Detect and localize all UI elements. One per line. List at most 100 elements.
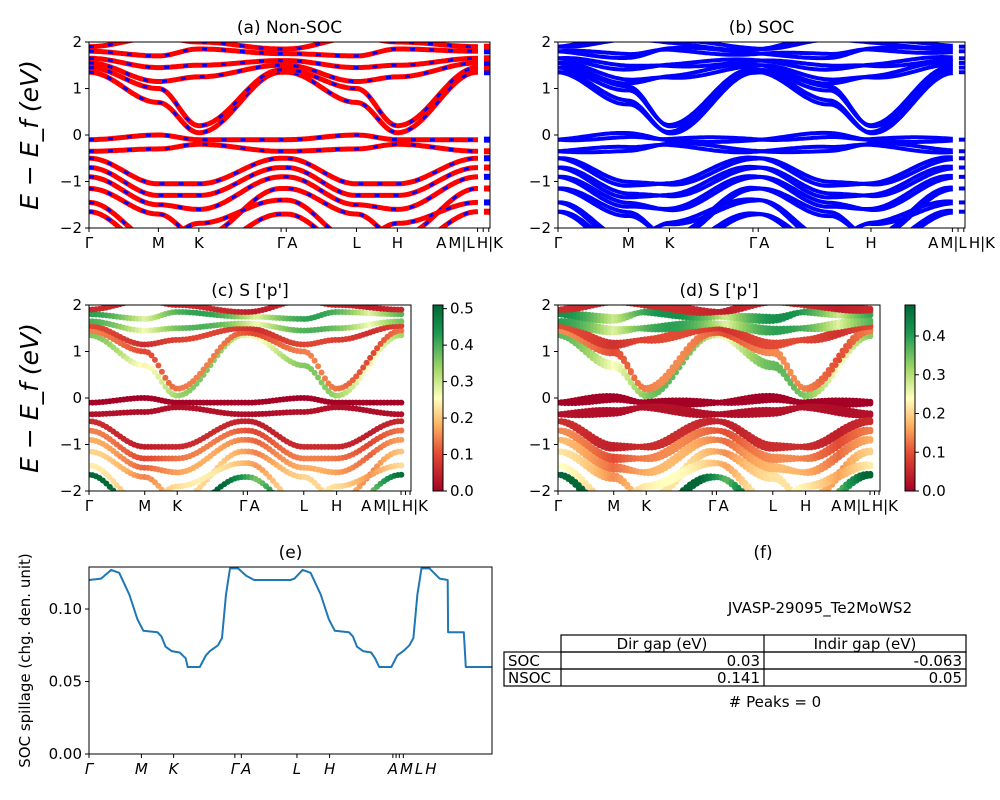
projected-band-point	[742, 479, 749, 486]
projected-band-point	[832, 362, 839, 369]
projected-band-point	[815, 506, 821, 512]
projected-band-point	[593, 297, 599, 303]
projected-band-point	[624, 496, 630, 502]
projected-band-point	[590, 298, 596, 304]
projected-band-point	[312, 298, 318, 304]
projected-band-point	[276, 485, 283, 491]
nsoc-dir-gap: 0.141	[717, 669, 760, 687]
band-line-soc	[558, 209, 953, 228]
projected-band-point	[620, 478, 627, 485]
projected-band-point	[659, 508, 665, 514]
band-line-overlay	[89, 47, 478, 58]
projected-band-point	[739, 492, 745, 498]
projected-band-point	[158, 368, 165, 375]
projected-band-point	[628, 491, 634, 497]
col-dir-gap: Dir gap (eV)	[617, 635, 708, 653]
band-endpoint-mark	[958, 137, 965, 142]
projected-band-point	[117, 485, 124, 491]
band-endpoint-mark	[483, 173, 490, 180]
band-line-soc	[558, 47, 953, 57]
projected-band-point	[780, 368, 787, 375]
projected-band-point	[315, 495, 321, 501]
projected-band-point	[377, 340, 384, 347]
projected-band-point	[113, 482, 120, 489]
x-tick-label: M	[400, 760, 413, 778]
plot-area	[89, 297, 405, 517]
projected-band-point	[777, 364, 784, 371]
projected-band-point	[308, 500, 314, 506]
projected-band-point	[148, 298, 154, 304]
band-endpoint-mark	[958, 149, 965, 154]
projected-band-point	[187, 493, 193, 499]
material-id: JVASP-29095_Te2MoWS2	[727, 599, 912, 618]
y-tick-label: 1	[72, 80, 82, 98]
projected-band-point	[760, 296, 766, 302]
colorbar-gradient	[904, 304, 916, 492]
projected-band-point	[214, 348, 221, 355]
colorbar-tick-label: 0.4	[922, 327, 946, 345]
x-tick-label: K	[194, 234, 205, 252]
projected-band-point	[162, 511, 168, 517]
y-tick-label: 0	[541, 389, 551, 407]
projected-band-point	[398, 411, 405, 418]
projected-band-point	[210, 352, 217, 359]
projected-band-point	[131, 508, 137, 514]
projected-band-point	[363, 359, 370, 366]
band-line-overlay	[89, 66, 478, 128]
projected-band-point	[287, 496, 293, 502]
projected-band-point	[631, 512, 637, 518]
projected-band-point	[138, 297, 144, 303]
projected-band-point	[315, 363, 322, 370]
projected-band-point	[619, 305, 622, 306]
projected-band-point	[312, 511, 318, 517]
projected-band-point	[398, 306, 405, 313]
projected-band-point	[590, 497, 596, 503]
band-line-soc	[558, 174, 953, 213]
projected-band-point	[131, 298, 137, 304]
projected-band-point	[162, 374, 169, 381]
projected-band-point	[780, 478, 787, 485]
projected-band-point	[633, 490, 636, 491]
band-endpoint-mark	[483, 164, 490, 171]
x-tick-label: Γ	[708, 497, 717, 515]
band-line-overlay	[89, 175, 479, 211]
panel-c-y-axis-label: E − E_f (eV)	[15, 323, 44, 473]
x-tick-label: M	[622, 234, 635, 252]
projected-band-point	[280, 305, 287, 307]
projected-band-point	[755, 490, 757, 491]
projected-band-point	[756, 509, 762, 515]
projected-band-point	[298, 297, 304, 303]
projected-band-point	[680, 492, 686, 498]
projected-band-point	[652, 511, 658, 517]
x-tick-label: M|L	[373, 497, 400, 515]
projected-band-point	[110, 478, 117, 485]
projected-band-point	[612, 305, 615, 306]
projected-band-point	[346, 508, 352, 514]
projected-band-point	[836, 357, 843, 364]
band-endpoint-mark	[958, 165, 965, 170]
band-line-overlay	[89, 56, 478, 70]
projected-band-point	[867, 328, 874, 335]
projected-band-point	[586, 493, 592, 499]
projected-band-point	[183, 510, 189, 516]
x-tick-label: M|L	[448, 234, 475, 252]
y-tick-label: 0	[72, 389, 82, 407]
projected-band-point	[600, 496, 606, 502]
band-line-overlay	[89, 198, 478, 228]
projected-band-point	[398, 318, 405, 325]
projected-band-point	[124, 502, 130, 508]
projected-band-point	[273, 481, 280, 488]
projected-band-point	[624, 494, 630, 500]
x-tick-label: A	[759, 234, 770, 252]
projected-band-point	[812, 496, 818, 502]
projected-band-point	[151, 356, 158, 363]
projected-band-point	[788, 510, 794, 516]
projected-band-point	[624, 361, 631, 368]
projected-band-point	[767, 295, 773, 301]
band-endpoint-mark	[483, 155, 490, 162]
projected-band-point	[663, 502, 669, 508]
projected-band-point	[356, 369, 363, 376]
projected-band-point	[628, 512, 634, 518]
projected-band-point	[583, 493, 589, 499]
